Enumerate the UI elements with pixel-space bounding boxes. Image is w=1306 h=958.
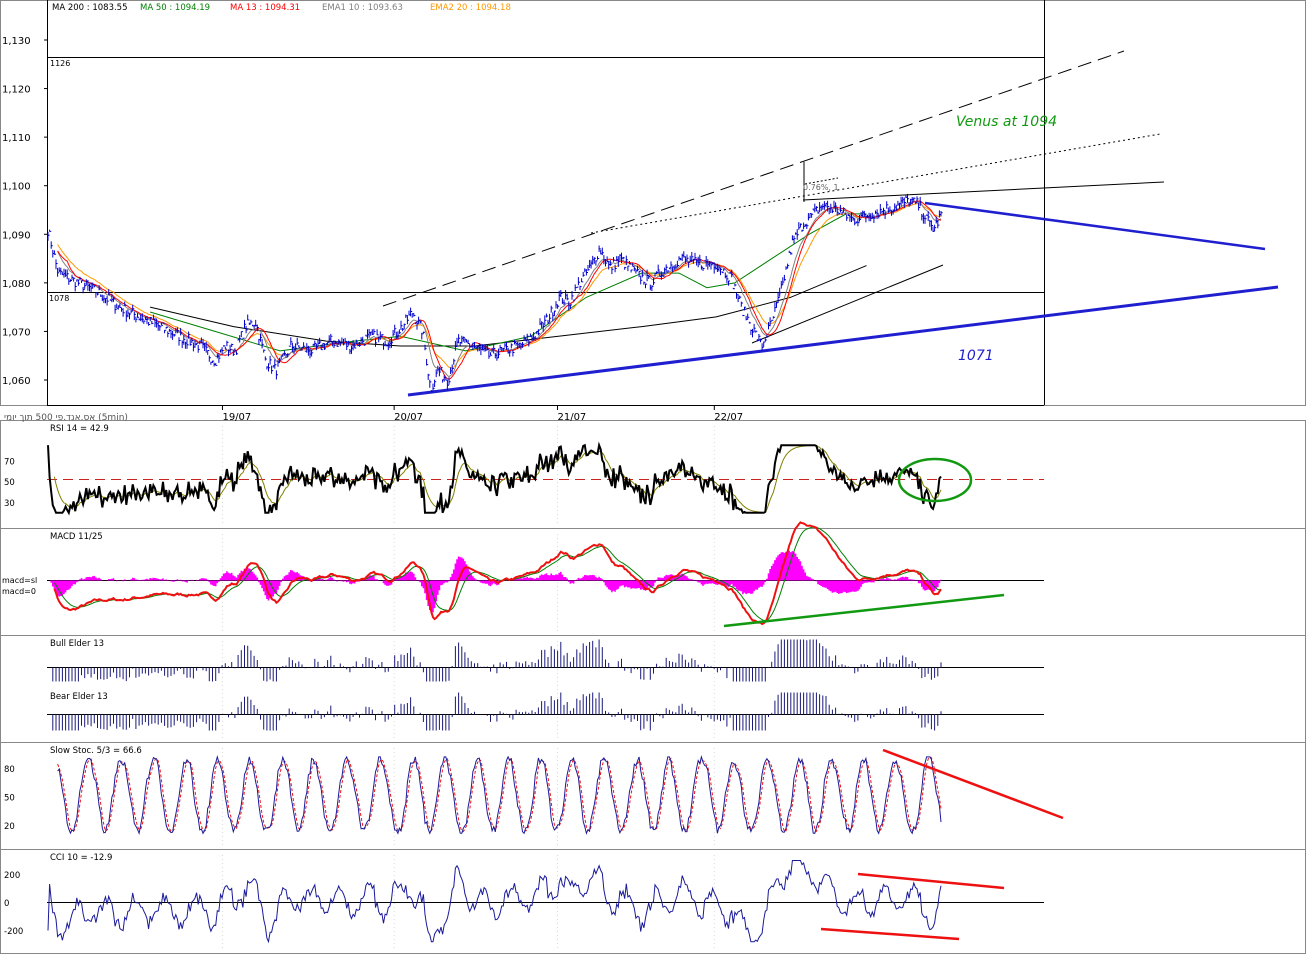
ema10-line bbox=[57, 200, 942, 378]
legend-ma13: MA 13 : 1094.31 bbox=[230, 3, 300, 13]
stoch-plot bbox=[57, 754, 942, 836]
macd-green-trendline bbox=[723, 593, 1005, 628]
x-tick-label: 22/07 bbox=[714, 412, 743, 423]
macd-plot bbox=[50, 521, 942, 626]
upper-blue-resistance-trendline bbox=[924, 201, 1266, 251]
rsi-tick-label: 70 bbox=[4, 457, 15, 467]
stoch-tick-label: 20 bbox=[4, 822, 15, 832]
ma200-line bbox=[149, 265, 867, 347]
cci-upper-red-trendline bbox=[857, 872, 1005, 890]
stoch-line bbox=[57, 754, 942, 836]
bear-elder-bars bbox=[52, 692, 942, 731]
cci-line bbox=[47, 860, 942, 944]
indicator-legend: MA 200 : 1083.55 MA 50 : 1094.19 MA 13 :… bbox=[52, 3, 511, 13]
cci-tick-label: 200 bbox=[4, 871, 20, 881]
cci-tick-label: 0 bbox=[4, 899, 9, 909]
stoch-y-axis: 80 50 20 bbox=[4, 765, 15, 832]
rsi-plot bbox=[47, 441, 942, 516]
long-term-support-line bbox=[751, 264, 944, 344]
legend-ma50: MA 50 : 1094.19 bbox=[140, 3, 210, 13]
bear-elder-title: Bear Elder 13 bbox=[50, 692, 108, 702]
price-y-tick-label: 1,070 bbox=[2, 327, 31, 338]
price-y-tick-label: 1,130 bbox=[2, 36, 31, 47]
rsi-circle-annotation bbox=[897, 457, 973, 503]
fib-label: 0.76%, 1 bbox=[803, 183, 839, 192]
cci-lower-red-trendline bbox=[820, 927, 960, 941]
cci-tick-label: -200 bbox=[4, 927, 23, 937]
macd-zero-label: macd=0 bbox=[2, 587, 36, 596]
dotted-channel-line bbox=[590, 133, 1161, 234]
stoch-tick-label: 80 bbox=[4, 765, 15, 775]
macd-line bbox=[53, 521, 942, 626]
price-bars bbox=[47, 193, 943, 393]
macd-signal-line bbox=[54, 526, 942, 622]
x-tick-label: 21/07 bbox=[557, 412, 586, 423]
venus-annotation: Venus at 1094 bbox=[956, 114, 1057, 130]
rsi-title: RSI 14 = 42.9 bbox=[50, 424, 109, 434]
price-y-tick-label: 1,080 bbox=[2, 279, 31, 290]
price-y-tick-label: 1,110 bbox=[2, 133, 31, 144]
macd-title: MACD 11/25 bbox=[50, 532, 103, 542]
stoch-red-trendline bbox=[882, 748, 1064, 820]
ma50-line bbox=[149, 213, 867, 352]
stoch-title: Slow Stoc. 5/3 = 66.6 bbox=[50, 746, 142, 756]
lower-blue-support-trendline bbox=[407, 285, 1279, 397]
legend-ema20: EMA2 20 : 1094.18 bbox=[430, 3, 511, 13]
cci-title: CCI 10 = -12.9 bbox=[50, 853, 112, 863]
price-y-tick-label: 1,100 bbox=[2, 182, 31, 193]
rsi-line bbox=[47, 441, 942, 516]
price-y-tick-label: 1,090 bbox=[2, 230, 31, 241]
axis-caption: אס.אנד.פי 500 תוך יומי (5min) bbox=[4, 413, 128, 423]
legend-ma200: MA 200 : 1083.55 bbox=[52, 3, 128, 13]
stoch-tick-label: 50 bbox=[4, 794, 15, 804]
plot-area-borders bbox=[47, 0, 1045, 406]
rsi-signal-line bbox=[53, 444, 942, 513]
cci-y-axis: 200 0 -200 bbox=[4, 871, 23, 937]
level-1071-annotation: 1071 bbox=[958, 348, 994, 364]
rsi-tick-label: 30 bbox=[4, 499, 15, 509]
trend-lines bbox=[382, 50, 1279, 397]
elder-plot bbox=[52, 639, 942, 731]
macd-sl-label: macd=sl bbox=[2, 576, 37, 585]
cci-plot bbox=[47, 860, 942, 944]
elder-panel-frame bbox=[0, 635, 1306, 743]
level-1126-label: 1126 bbox=[50, 59, 70, 68]
stoch-panel-frame bbox=[0, 742, 1306, 850]
macd-histogram bbox=[50, 550, 942, 614]
rsi-panel-frame bbox=[0, 420, 1306, 529]
upper-dashed-channel-line bbox=[382, 50, 1125, 307]
fib-small-ray bbox=[804, 177, 839, 185]
x-tick-label: 19/07 bbox=[222, 412, 251, 423]
stoch-signal-line bbox=[57, 756, 942, 833]
bull-elder-title: Bull Elder 13 bbox=[50, 639, 104, 649]
price-y-axis: 1,130 1,120 1,110 1,100 1,090 1,080 1,070 1,060 bbox=[2, 36, 48, 387]
price-y-tick-label: 1,060 bbox=[2, 376, 31, 387]
rsi-tick-label: 50 bbox=[4, 478, 15, 488]
x-tick-label: 20/07 bbox=[394, 412, 423, 423]
bull-elder-bars bbox=[52, 639, 942, 682]
fib-extension-line bbox=[802, 181, 1165, 201]
price-plot bbox=[47, 193, 943, 393]
date-x-axis: 19/07 20/07 21/07 22/07 bbox=[221, 405, 743, 949]
level-1078-label: 1078 bbox=[49, 294, 69, 303]
price-y-tick-label: 1,120 bbox=[2, 85, 31, 96]
rsi-y-axis: 70 50 30 bbox=[4, 457, 15, 509]
legend-ema10: EMA1 10 : 1093.63 bbox=[322, 3, 403, 13]
